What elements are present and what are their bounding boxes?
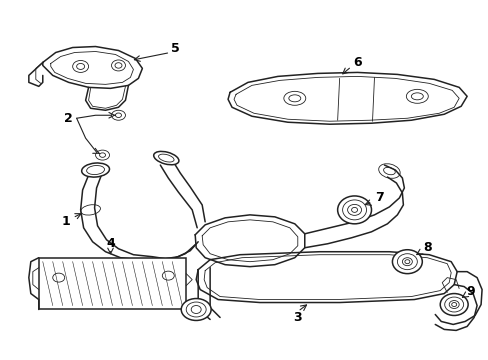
Ellipse shape [337, 196, 371, 224]
Ellipse shape [81, 163, 109, 177]
Text: 1: 1 [61, 215, 70, 228]
Ellipse shape [181, 298, 211, 320]
Text: 4: 4 [106, 237, 115, 250]
Bar [39, 258, 186, 310]
Text: 8: 8 [422, 241, 431, 254]
Ellipse shape [439, 293, 467, 315]
Ellipse shape [153, 152, 179, 165]
Ellipse shape [111, 110, 125, 120]
Text: 2: 2 [64, 112, 73, 125]
Text: 7: 7 [374, 192, 383, 204]
Text: 9: 9 [466, 285, 474, 298]
Ellipse shape [95, 150, 109, 160]
Text: 3: 3 [293, 311, 302, 324]
Ellipse shape [392, 250, 422, 274]
Text: 6: 6 [352, 56, 361, 69]
Text: 5: 5 [170, 42, 179, 55]
